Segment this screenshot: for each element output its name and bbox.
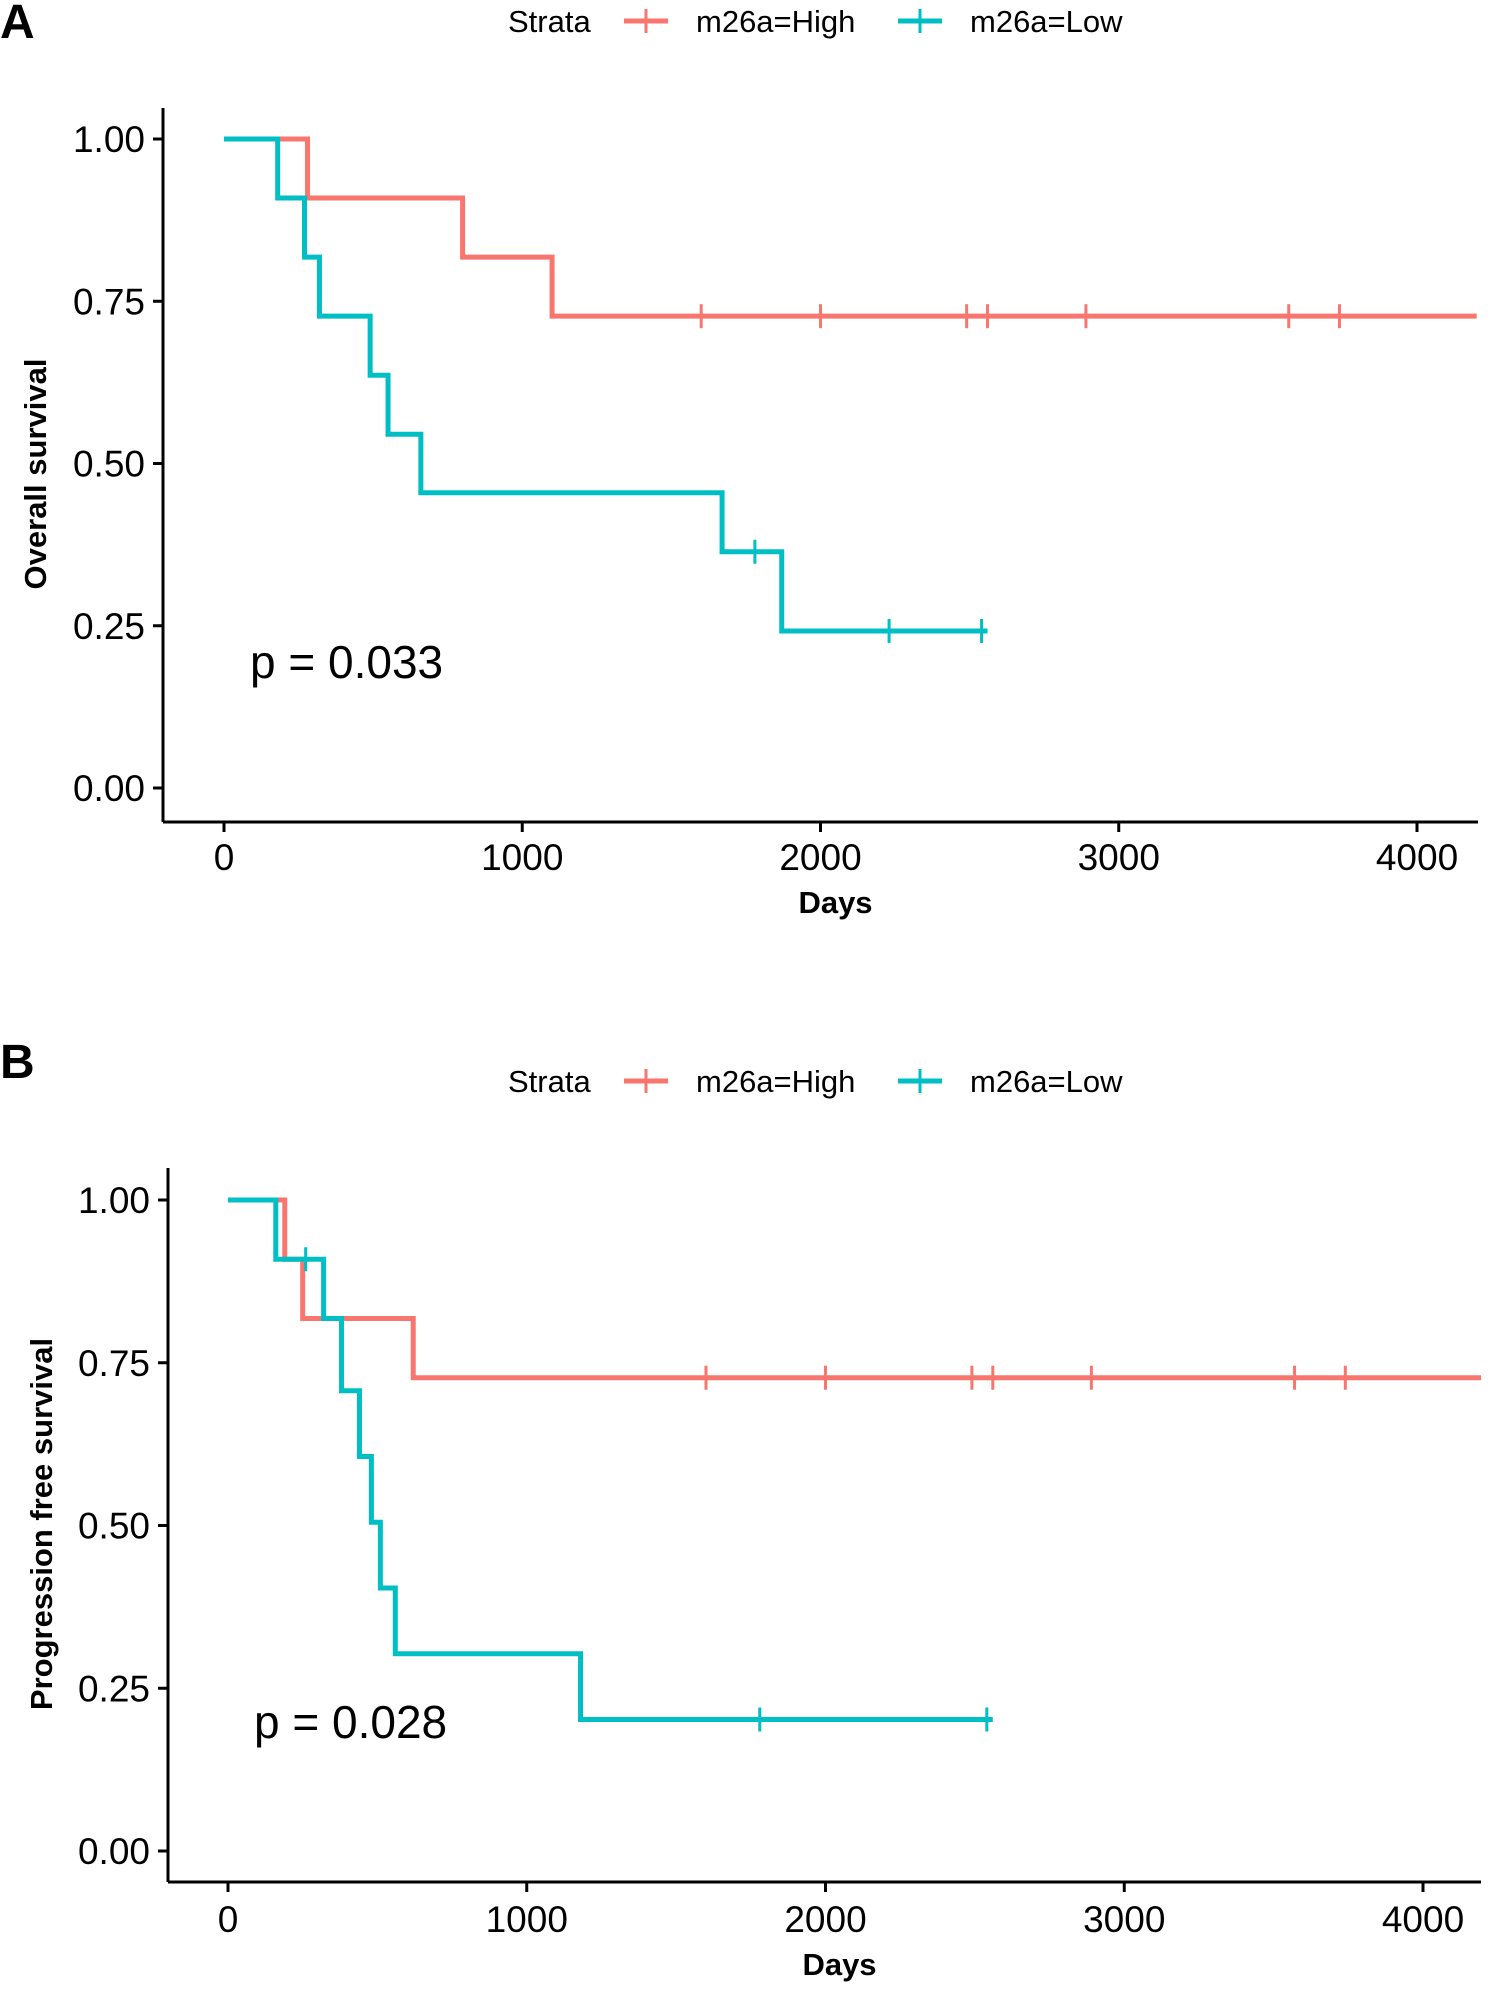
series-m26a=High [224,136,1477,329]
x-tick-label: 0 [218,1899,239,1940]
x-tick-label: 2000 [779,837,861,878]
legend-label: m26a=Low [970,4,1123,39]
panel-letter: A [0,0,35,49]
panel-letter: B [0,1040,35,1089]
survival-chart-b: B Strata m26a=High m26a=Low 0.00 0.25 0.50 0.75… [0,1040,1481,1982]
y-tick-label: 0.75 [78,1343,150,1384]
legend-entry: m26a=High [624,1064,855,1099]
legend-entry: m26a=High [624,4,855,39]
panel-a: A Strata m26a=High m26a=Low 0.00 0.25 0.50 0.75… [0,0,1509,1000]
legend: Strata m26a=High m26a=Low [508,1064,1123,1099]
legend-label: m26a=High [696,1064,855,1099]
y-axis-title: Overall survival [18,359,53,590]
series-m26a=Low [224,136,988,643]
survival-chart-a: A Strata m26a=High m26a=Low 0.00 0.25 0.50 0.75… [0,0,1478,920]
legend-label: m26a=Low [970,1064,1123,1099]
legend-entry: m26a=Low [898,1064,1123,1099]
p-value: p = 0.028 [254,1696,447,1748]
legend-title: Strata [508,4,591,39]
x-tick-label: 3000 [1083,1899,1165,1940]
series-m26a=High [228,1197,1481,1390]
y-axis-title: Progression free survival [24,1338,59,1710]
legend-title: Strata [508,1064,591,1099]
y-tick-label: 0.00 [73,768,145,809]
x-tick-label: 2000 [784,1899,866,1940]
x-tick-label: 4000 [1376,837,1458,878]
p-value: p = 0.033 [250,636,443,688]
legend-entry: m26a=Low [898,4,1123,39]
y-tick-label: 0.00 [78,1831,150,1872]
x-tick-label: 1000 [481,837,563,878]
x-tick-label: 4000 [1382,1899,1464,1940]
survival-curve [228,1197,993,1722]
panel-b: B Strata m26a=High m26a=Low 0.00 0.25 0.50 0.75… [0,1040,1509,2011]
x-tick-label: 1000 [486,1899,568,1940]
series-m26a=Low [228,1197,993,1732]
x-axis-title: Days [798,885,872,920]
x-tick-label: 0 [214,837,235,878]
legend-label: m26a=High [696,4,855,39]
y-tick-label: 0.25 [78,1668,150,1709]
survival-curve [228,1197,1481,1381]
survival-curve [224,136,988,634]
x-axis-title: Days [802,1947,876,1982]
y-tick-label: 1.00 [78,1180,150,1221]
y-tick-label: 1.00 [73,119,145,160]
y-tick-label: 0.75 [73,281,145,322]
legend: Strata m26a=High m26a=Low [508,4,1123,39]
survival-curve [224,136,1477,319]
y-tick-label: 0.25 [73,606,145,647]
y-tick-label: 0.50 [78,1506,150,1547]
x-tick-label: 3000 [1078,837,1160,878]
y-tick-label: 0.50 [73,444,145,485]
